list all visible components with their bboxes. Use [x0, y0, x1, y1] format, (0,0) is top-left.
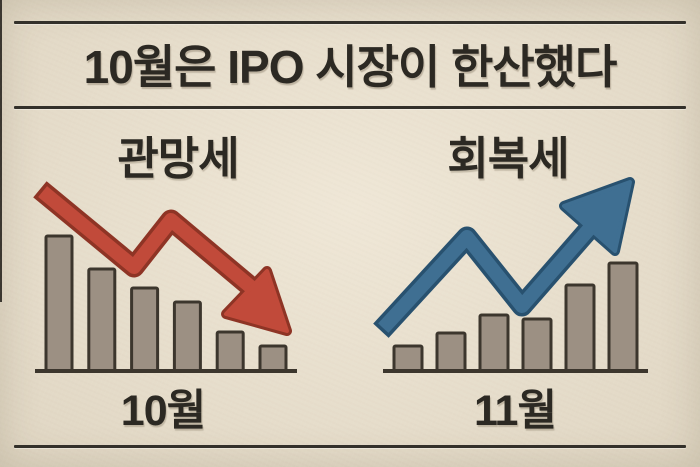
bar — [44, 234, 74, 373]
right-month-label: 11월 — [473, 387, 557, 435]
bar — [564, 283, 596, 373]
bar — [521, 317, 553, 373]
up-trend-arrow-head — [562, 180, 632, 253]
down-trend-arrow-head — [224, 269, 289, 333]
bar — [130, 286, 160, 373]
up-trend-arrow-shaft — [378, 210, 607, 333]
bar — [392, 344, 424, 373]
bar — [607, 261, 639, 373]
down-trend-arrow-shaft — [38, 186, 262, 298]
page-title: 10월은 IPO 시장이 한산했다 — [83, 41, 618, 93]
bar — [172, 300, 202, 373]
bar — [258, 344, 288, 373]
bar — [435, 331, 467, 373]
bar — [87, 267, 117, 373]
left-month-label: 10월 — [120, 387, 206, 435]
title-underline-rule — [14, 106, 686, 109]
center-divider-line — [0, 0, 2, 302]
bar — [215, 330, 245, 373]
right-panel-subtitle: 회복세 — [447, 132, 569, 184]
declining-bar-chart — [33, 181, 297, 373]
top-rule-line — [14, 21, 686, 24]
bottom-rule-line — [14, 445, 686, 448]
bar — [478, 313, 510, 373]
rising-bar-chart — [373, 177, 648, 373]
left-panel-subtitle: 관망세 — [117, 132, 239, 184]
